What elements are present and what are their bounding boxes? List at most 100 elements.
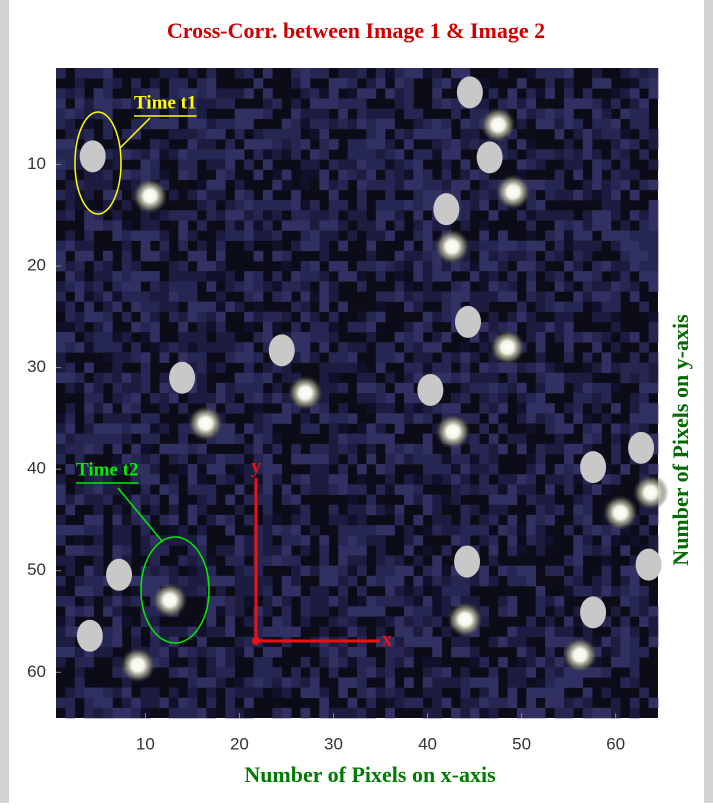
noise-cell	[206, 667, 217, 678]
noise-cell	[507, 291, 518, 302]
noise-cell	[441, 514, 452, 526]
noise-cell	[328, 362, 339, 373]
noise-cell	[291, 626, 301, 638]
noise-cell	[272, 230, 283, 241]
noise-cell	[582, 149, 593, 160]
noise-cell	[620, 677, 631, 688]
noise-cell	[629, 657, 640, 668]
noise-cell	[563, 159, 574, 170]
noise-cell	[309, 271, 320, 282]
noise-cell	[309, 311, 320, 323]
noise-cell	[112, 687, 123, 698]
noise-cell	[629, 352, 640, 363]
noise-cell	[300, 504, 311, 516]
noise-cell	[309, 68, 320, 79]
noise-cell	[347, 575, 358, 587]
noise-cell	[535, 525, 546, 536]
noise-cell	[582, 139, 593, 150]
noise-cell	[347, 504, 358, 516]
noise-cell	[601, 78, 612, 89]
noise-cell	[178, 311, 188, 323]
noise-cell	[554, 707, 565, 719]
noise-cell	[319, 575, 330, 587]
noise-cell	[347, 169, 358, 181]
noise-cell	[253, 657, 264, 668]
noise-cell	[253, 149, 264, 160]
noise-cell	[319, 453, 330, 465]
noise-cell	[545, 646, 555, 658]
noise-cell	[84, 575, 94, 587]
noise-cell	[366, 433, 377, 445]
particle-t2	[132, 177, 169, 214]
noise-cell	[272, 382, 283, 394]
noise-cell	[648, 433, 659, 445]
noise-cell	[554, 423, 565, 434]
noise-cell	[460, 128, 471, 140]
noise-cell	[150, 535, 160, 546]
noise-cell	[187, 271, 198, 282]
noise-cell	[291, 352, 301, 363]
noise-cell	[234, 200, 245, 211]
noise-cell	[375, 311, 386, 323]
noise-cell	[479, 525, 489, 536]
noise-cell	[451, 464, 461, 475]
noise-cell	[498, 260, 508, 272]
noise-cell	[610, 342, 621, 353]
noise-cell	[601, 210, 612, 221]
noise-cell	[460, 281, 471, 292]
noise-cell	[178, 240, 188, 252]
noise-cell	[460, 636, 471, 648]
noise-cell	[582, 413, 593, 424]
noise-cell	[610, 362, 621, 373]
noise-cell	[272, 321, 283, 333]
noise-cell	[404, 250, 414, 262]
noise-cell	[545, 301, 555, 313]
noise-cell	[592, 98, 602, 109]
noise-cell	[93, 575, 104, 587]
noise-cell	[357, 189, 367, 201]
noise-cell	[629, 189, 640, 201]
noise-cell	[498, 98, 508, 109]
noise-cell	[413, 159, 424, 170]
noise-cell	[404, 525, 414, 536]
noise-cell	[554, 220, 565, 231]
noise-cell	[366, 504, 377, 516]
noise-cell	[347, 514, 358, 526]
noise-cell	[319, 250, 330, 262]
noise-cell	[74, 240, 85, 252]
noise-cell	[620, 169, 631, 181]
noise-cell	[74, 585, 85, 597]
noise-cell	[103, 159, 113, 170]
noise-cell	[526, 525, 537, 536]
noise-cell	[498, 494, 508, 506]
particle-t2	[187, 405, 224, 442]
noise-cell	[206, 159, 217, 170]
noise-cell	[610, 382, 621, 394]
noise-cell	[469, 139, 480, 150]
noise-cell	[516, 575, 527, 587]
noise-cell	[93, 382, 104, 394]
noise-cell	[460, 525, 471, 536]
noise-cell	[441, 545, 452, 556]
noise-cell	[432, 189, 442, 201]
noise-cell	[357, 169, 367, 181]
noise-cell	[375, 128, 386, 140]
noise-cell	[319, 128, 330, 140]
noise-cell	[215, 585, 226, 597]
noise-cell	[56, 413, 66, 424]
noise-cell	[300, 311, 311, 323]
noise-cell	[469, 372, 480, 384]
noise-cell	[610, 626, 621, 638]
noise-cell	[168, 525, 179, 536]
noise-cell	[563, 68, 574, 79]
noise-cell	[460, 453, 471, 465]
noise-cell	[545, 179, 555, 191]
noise-cell	[319, 271, 330, 282]
noise-cell	[601, 352, 612, 363]
noise-cell	[366, 443, 377, 455]
noise-cell	[159, 352, 170, 363]
noise-cell	[620, 68, 631, 79]
noise-cell	[404, 382, 414, 394]
noise-cell	[197, 535, 207, 546]
noise-cell	[422, 200, 433, 211]
